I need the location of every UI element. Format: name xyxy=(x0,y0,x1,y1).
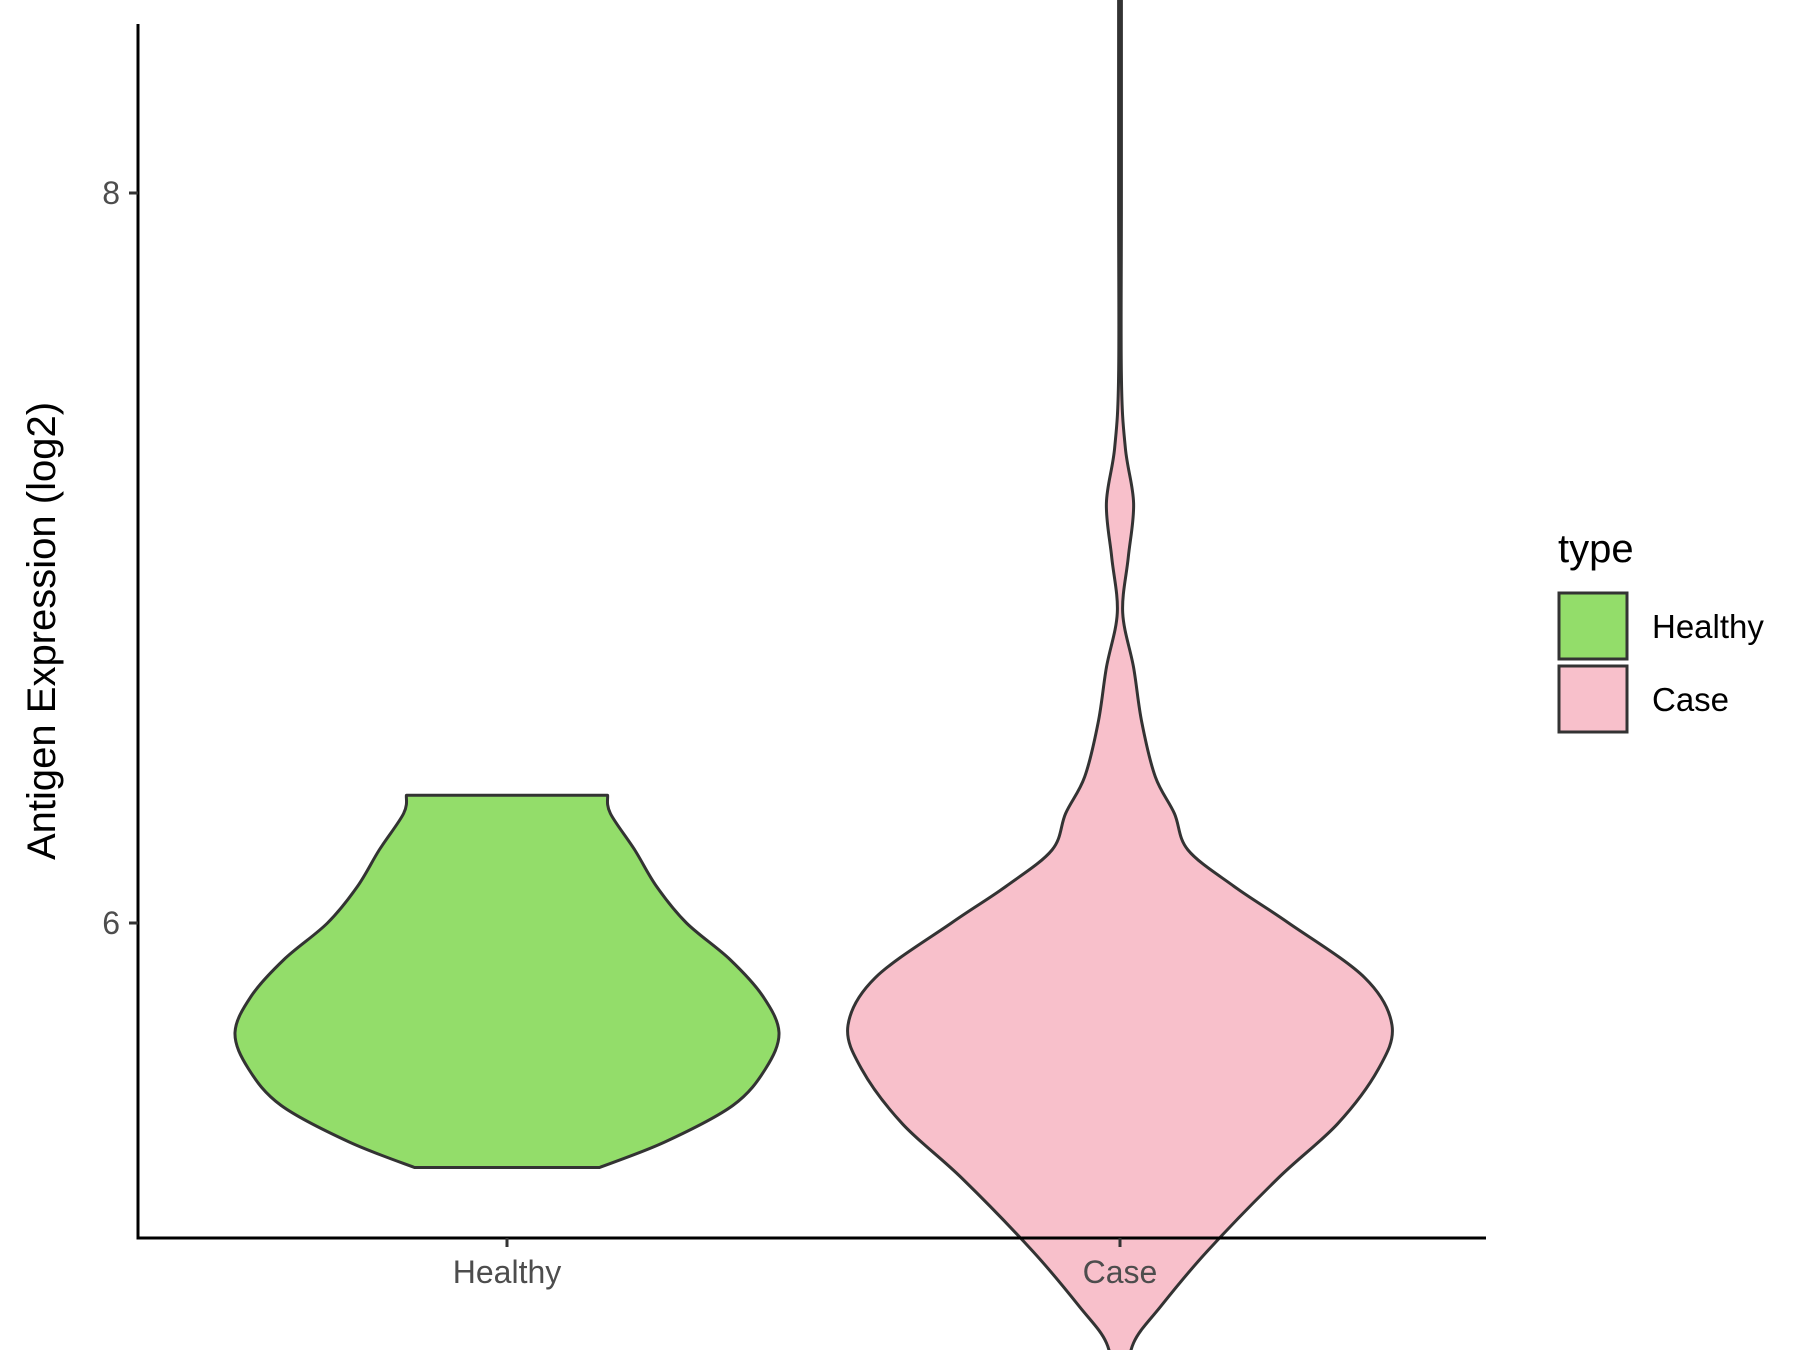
y-axis-title: Antigen Expression (log2) xyxy=(20,402,64,860)
legend-title: type xyxy=(1558,527,1634,571)
violin-healthy xyxy=(233,793,781,1169)
violin-case xyxy=(846,0,1394,1350)
x-tick-label-case: Case xyxy=(1083,1254,1158,1290)
legend-label-healthy: Healthy xyxy=(1652,608,1764,645)
legend: type Healthy Case xyxy=(1557,527,1764,734)
y-tick-label-6: 6 xyxy=(102,905,120,941)
y-tick-label-8: 8 xyxy=(102,175,120,211)
plot-area xyxy=(233,0,1394,1350)
legend-label-case: Case xyxy=(1652,681,1729,718)
x-tick-label-healthy: Healthy xyxy=(453,1254,562,1290)
legend-key-case xyxy=(1557,664,1629,734)
legend-key-healthy xyxy=(1557,591,1629,661)
axes: 6810HealthyCase xyxy=(102,24,1486,1290)
